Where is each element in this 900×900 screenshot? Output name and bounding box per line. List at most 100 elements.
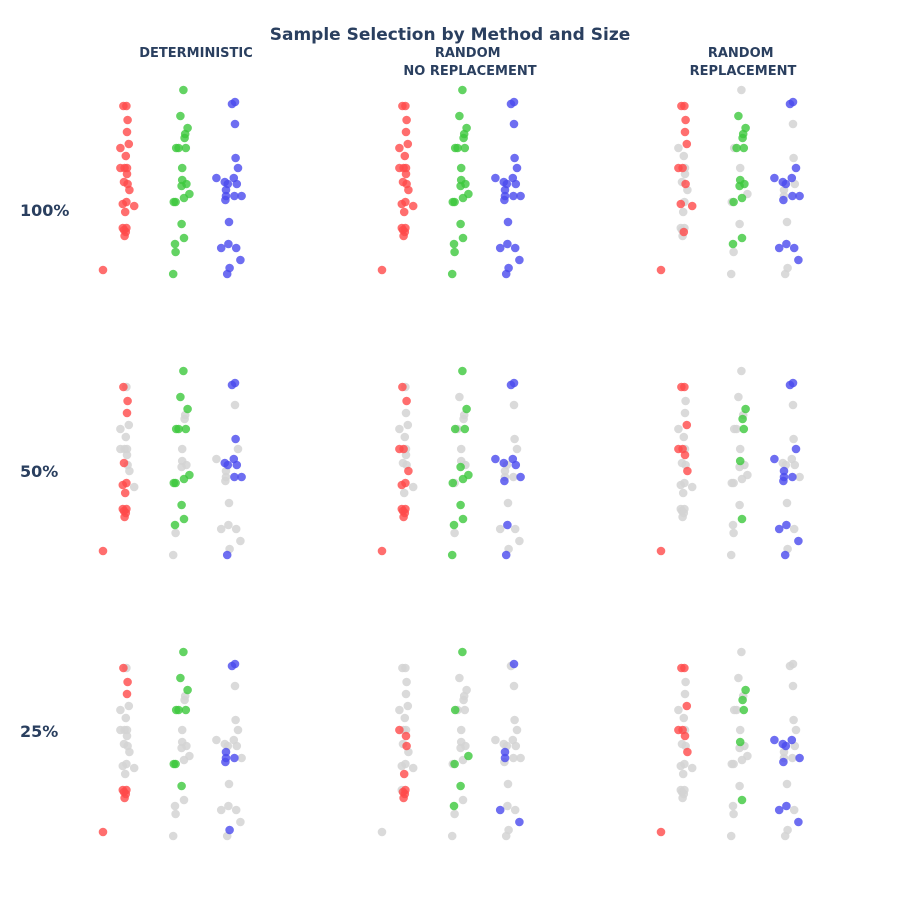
selected-point-c xyxy=(780,550,790,560)
unselected-point xyxy=(782,217,792,227)
unselected-point xyxy=(726,269,736,279)
selected-point-c xyxy=(230,97,240,107)
unselected-point xyxy=(230,400,240,410)
selected-point-a xyxy=(680,127,690,137)
row-label-50: 50% xyxy=(20,462,58,481)
unselected-point xyxy=(122,725,132,735)
selected-point-a xyxy=(402,741,411,751)
selected-point-a xyxy=(124,139,134,149)
selected-point-a xyxy=(377,546,387,556)
column-label-line: RANDOM xyxy=(435,46,501,61)
selected-point-b xyxy=(462,123,471,133)
unselected-point xyxy=(678,207,688,217)
unselected-point xyxy=(125,466,134,476)
selected-point-b xyxy=(450,759,459,769)
selected-point-b xyxy=(735,737,745,747)
unselected-point xyxy=(491,735,500,745)
facet-panel xyxy=(656,366,804,560)
selected-point-a xyxy=(395,725,404,735)
selected-point-a xyxy=(404,466,413,476)
selected-point-b xyxy=(177,219,186,229)
unselected-point xyxy=(122,450,132,460)
unselected-point xyxy=(510,434,519,444)
unselected-point xyxy=(116,705,125,715)
unselected-point xyxy=(237,753,246,763)
selected-point-b xyxy=(458,233,468,243)
selected-point-a xyxy=(122,785,131,795)
unselected-point xyxy=(788,659,798,669)
selected-point-a xyxy=(399,207,409,217)
selected-point-c xyxy=(224,217,234,227)
selected-point-b xyxy=(729,197,738,207)
unselected-point xyxy=(401,663,410,673)
selected-point-b xyxy=(464,751,473,761)
selected-point-c xyxy=(231,153,240,163)
unselected-point xyxy=(450,528,459,538)
unselected-point xyxy=(220,739,230,749)
unselected-point xyxy=(509,400,519,410)
column-label-line: REPLACEMENT xyxy=(690,64,797,79)
selected-point-a xyxy=(680,450,690,460)
unselected-point xyxy=(212,454,221,464)
selected-point-a xyxy=(402,115,411,125)
selected-point-c xyxy=(509,659,519,669)
selected-point-a xyxy=(123,396,132,406)
unselected-point xyxy=(230,681,240,691)
selected-point-b xyxy=(447,550,457,560)
selected-point-b xyxy=(458,366,467,376)
unselected-point xyxy=(735,219,744,229)
selected-point-c xyxy=(504,263,513,273)
selected-point-c xyxy=(500,191,510,201)
selected-point-c xyxy=(221,191,231,201)
selected-point-b xyxy=(456,462,465,472)
unselected-point xyxy=(121,713,131,723)
selected-point-b xyxy=(170,520,180,530)
unselected-point xyxy=(224,520,233,530)
selected-point-c xyxy=(237,472,246,482)
selected-point-c xyxy=(509,378,519,388)
selected-point-b xyxy=(739,424,749,434)
selected-point-b xyxy=(179,514,189,524)
unselected-point xyxy=(679,151,689,161)
row-label-100: 100% xyxy=(20,201,69,220)
selected-point-c xyxy=(503,239,512,249)
selected-point-b xyxy=(170,239,180,249)
selected-point-b xyxy=(177,175,187,185)
selected-point-a xyxy=(681,179,690,189)
selected-point-b xyxy=(450,424,460,434)
selected-point-b xyxy=(177,781,186,791)
unselected-point xyxy=(458,795,468,805)
selected-point-a xyxy=(656,546,666,556)
selected-point-a xyxy=(122,408,132,418)
selected-point-c xyxy=(216,243,226,253)
selected-point-c xyxy=(230,659,240,669)
selected-point-c xyxy=(500,476,509,486)
selected-point-a xyxy=(676,199,686,209)
unselected-point xyxy=(510,715,519,725)
unselected-point xyxy=(737,647,746,657)
facet-panel xyxy=(98,647,246,841)
unselected-point xyxy=(221,472,231,482)
unselected-point xyxy=(456,737,466,747)
unselected-point xyxy=(680,689,690,699)
selected-point-c xyxy=(224,239,233,249)
selected-point-a xyxy=(397,480,407,490)
selected-point-b xyxy=(455,111,464,121)
selected-point-b xyxy=(460,143,470,153)
selected-point-c xyxy=(499,458,509,468)
unselected-point xyxy=(185,751,194,761)
selected-point-a xyxy=(403,139,413,149)
selected-point-b xyxy=(449,520,459,530)
selected-point-b xyxy=(450,705,460,715)
unselected-point xyxy=(687,482,697,492)
selected-point-c xyxy=(503,217,513,227)
selected-point-c xyxy=(791,444,801,454)
unselected-point xyxy=(399,488,409,498)
selected-point-b xyxy=(464,189,473,199)
selected-point-a xyxy=(408,201,418,211)
selected-point-c xyxy=(233,163,243,173)
unselected-point xyxy=(788,681,798,691)
selected-point-b xyxy=(460,424,470,434)
selected-point-c xyxy=(788,378,798,388)
unselected-point xyxy=(224,801,233,811)
